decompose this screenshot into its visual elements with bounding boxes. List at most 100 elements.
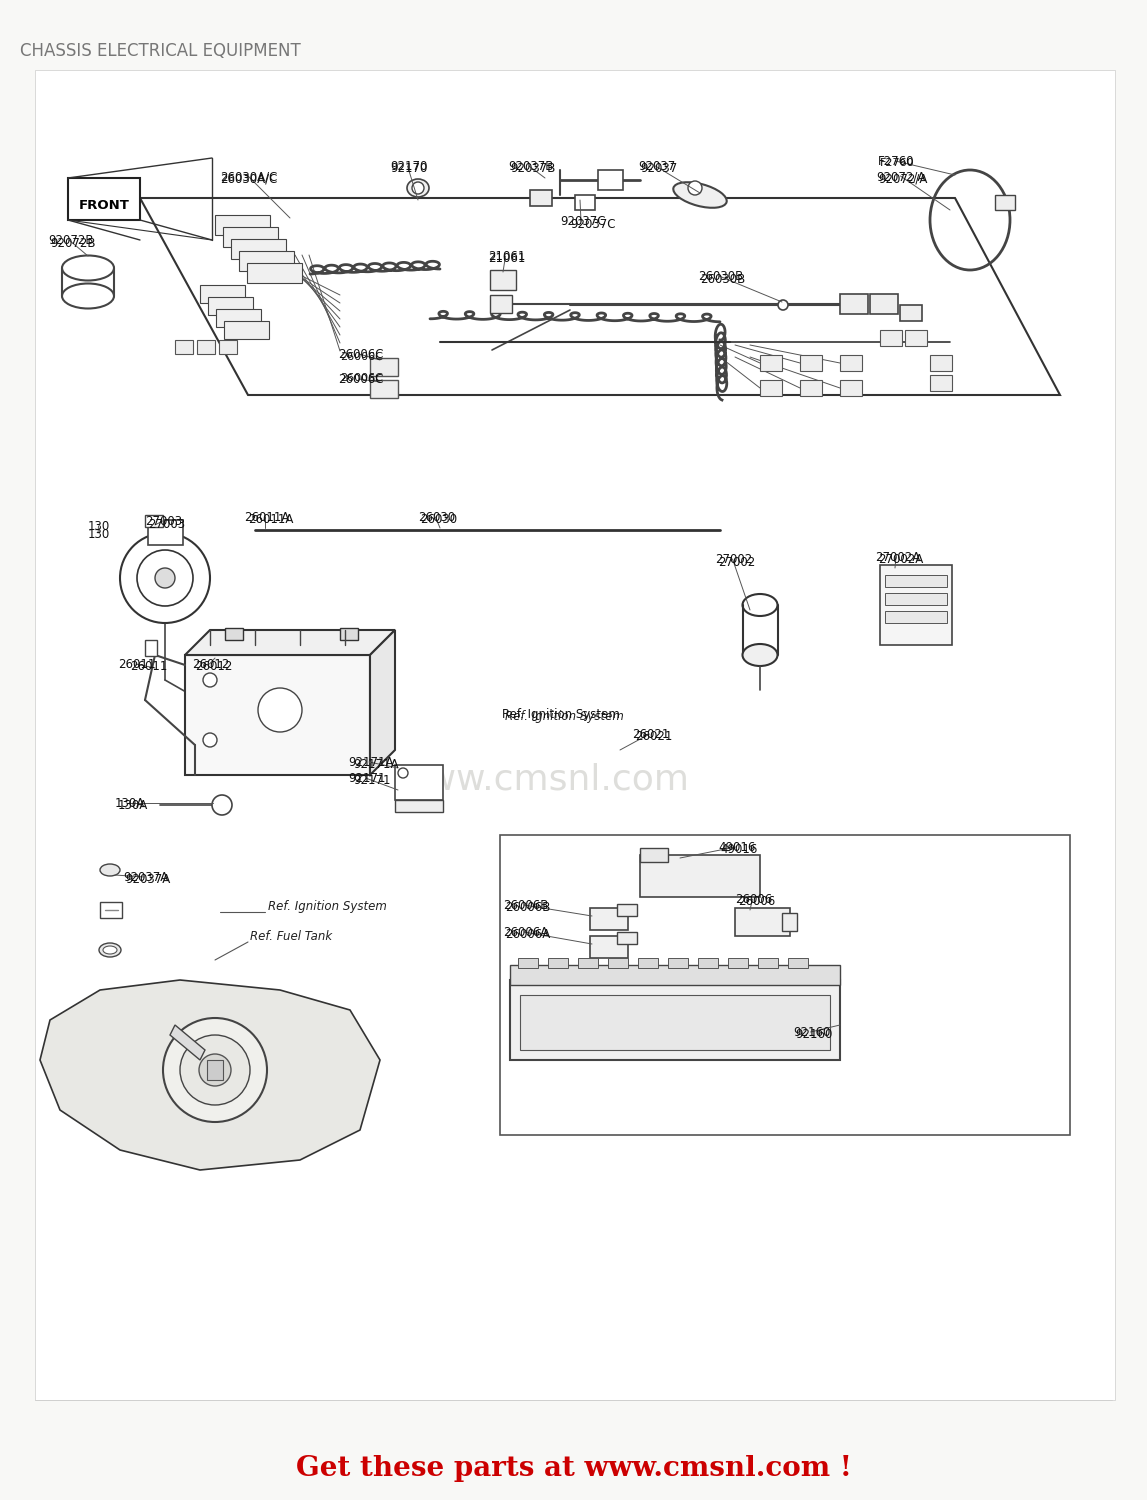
Text: 26030A/C: 26030A/C [220, 170, 278, 183]
Bar [530, 190, 552, 206]
Bar [782, 914, 797, 932]
Bar [640, 847, 668, 862]
Circle shape [203, 734, 217, 747]
Bar [340, 628, 358, 640]
Bar [200, 285, 245, 303]
Circle shape [212, 795, 232, 814]
Bar [395, 765, 443, 800]
Text: 92171A: 92171A [348, 756, 393, 770]
Bar [885, 574, 947, 586]
Text: 26011: 26011 [130, 660, 167, 674]
Bar [590, 936, 629, 958]
Text: 27003: 27003 [148, 518, 185, 531]
Text: www.cmsnl.com: www.cmsnl.com [398, 764, 689, 796]
Text: 92037: 92037 [640, 162, 677, 176]
Bar [640, 855, 760, 897]
Bar [395, 800, 443, 812]
Text: 92037A: 92037A [123, 871, 169, 883]
Bar [994, 195, 1015, 210]
Circle shape [155, 568, 175, 588]
Text: 27002A: 27002A [877, 554, 923, 566]
Bar [598, 170, 623, 190]
Bar [840, 356, 863, 370]
Text: 92037B: 92037B [508, 160, 553, 172]
Text: 92171: 92171 [353, 774, 390, 788]
Text: 26006A: 26006A [504, 926, 548, 939]
Ellipse shape [742, 594, 778, 616]
Bar [185, 656, 370, 776]
Bar [145, 640, 157, 656]
Bar [799, 356, 822, 370]
Bar [617, 904, 637, 916]
Text: Ref. Ignition System: Ref. Ignition System [268, 900, 387, 914]
Bar [699, 958, 718, 968]
Circle shape [198, 1054, 231, 1086]
Text: 27003: 27003 [145, 514, 182, 528]
Text: 92072/A: 92072/A [877, 172, 928, 184]
Bar [100, 902, 122, 918]
Circle shape [398, 768, 408, 778]
Ellipse shape [100, 864, 120, 876]
Bar [638, 958, 658, 968]
Ellipse shape [407, 178, 429, 196]
Circle shape [180, 1035, 250, 1106]
Ellipse shape [62, 255, 114, 280]
Text: F2760: F2760 [880, 158, 914, 168]
Bar [370, 358, 398, 376]
Circle shape [412, 182, 424, 194]
Text: 26030A/C: 26030A/C [220, 172, 278, 184]
Bar [518, 958, 538, 968]
Text: 130A: 130A [118, 800, 148, 812]
Polygon shape [170, 1024, 205, 1060]
Text: 26011: 26011 [118, 658, 155, 670]
Bar [206, 1060, 223, 1080]
Text: 26006C: 26006C [340, 352, 383, 362]
Bar [219, 340, 237, 354]
Text: 92037: 92037 [638, 160, 676, 172]
Ellipse shape [99, 944, 120, 957]
Polygon shape [370, 630, 395, 776]
Polygon shape [185, 630, 395, 656]
Bar [758, 958, 778, 968]
Bar [216, 309, 262, 327]
Bar [930, 375, 952, 392]
Text: Ref. Ignition System: Ref. Ignition System [505, 710, 624, 723]
Text: 92072B: 92072B [50, 237, 95, 250]
Bar [900, 304, 922, 321]
Text: 26006C: 26006C [338, 374, 383, 386]
Bar [617, 932, 637, 944]
Text: 26030B: 26030B [700, 273, 746, 286]
Bar [728, 958, 748, 968]
Bar [510, 980, 840, 1060]
Text: 26006C: 26006C [340, 374, 383, 382]
Text: F2760: F2760 [877, 154, 914, 168]
Bar [224, 321, 270, 339]
Bar [490, 270, 516, 290]
Bar [214, 214, 270, 236]
Bar [840, 380, 863, 396]
Text: 27002: 27002 [715, 554, 752, 566]
Bar [590, 908, 629, 930]
Polygon shape [140, 198, 1060, 394]
Text: 130A: 130A [115, 796, 146, 810]
Text: 26021: 26021 [632, 728, 670, 741]
Circle shape [258, 688, 302, 732]
Text: 26006C: 26006C [338, 348, 383, 361]
Bar [548, 958, 568, 968]
Bar [247, 262, 302, 284]
Bar [608, 958, 629, 968]
Circle shape [120, 532, 210, 622]
Circle shape [778, 300, 788, 310]
Text: 26006B: 26006B [505, 902, 551, 914]
Bar [208, 297, 253, 315]
Text: 27002: 27002 [718, 556, 755, 568]
Text: 49016: 49016 [718, 842, 756, 854]
Bar [668, 958, 688, 968]
Text: 92171: 92171 [348, 772, 385, 784]
Bar [510, 964, 840, 986]
Text: 92037C: 92037C [570, 217, 616, 231]
Text: 26006: 26006 [738, 896, 775, 908]
Text: CHASSIS ELECTRICAL EQUIPMENT: CHASSIS ELECTRICAL EQUIPMENT [19, 42, 301, 60]
Ellipse shape [62, 284, 114, 309]
Text: 21061: 21061 [487, 252, 525, 266]
